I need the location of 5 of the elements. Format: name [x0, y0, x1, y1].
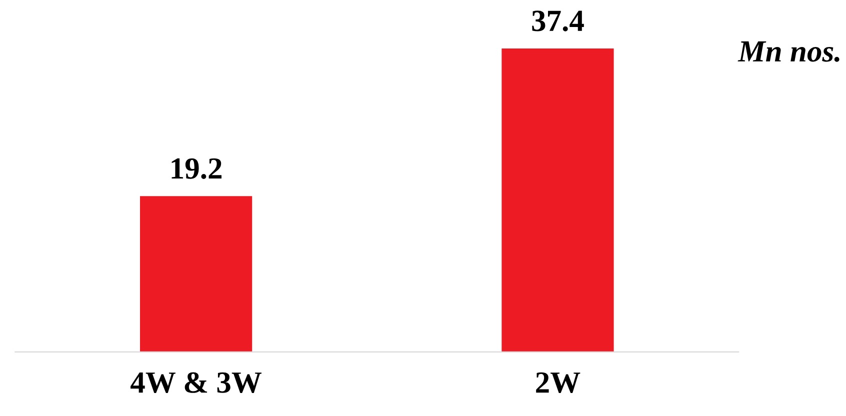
- x-tick-label: 2W: [536, 372, 580, 394]
- data-label: 37.4: [532, 10, 584, 32]
- annotation: Mn nos.: [738, 41, 840, 62]
- x-tick-label: 4W & 3W: [130, 372, 262, 394]
- data-label: 19.2: [172, 158, 222, 179]
